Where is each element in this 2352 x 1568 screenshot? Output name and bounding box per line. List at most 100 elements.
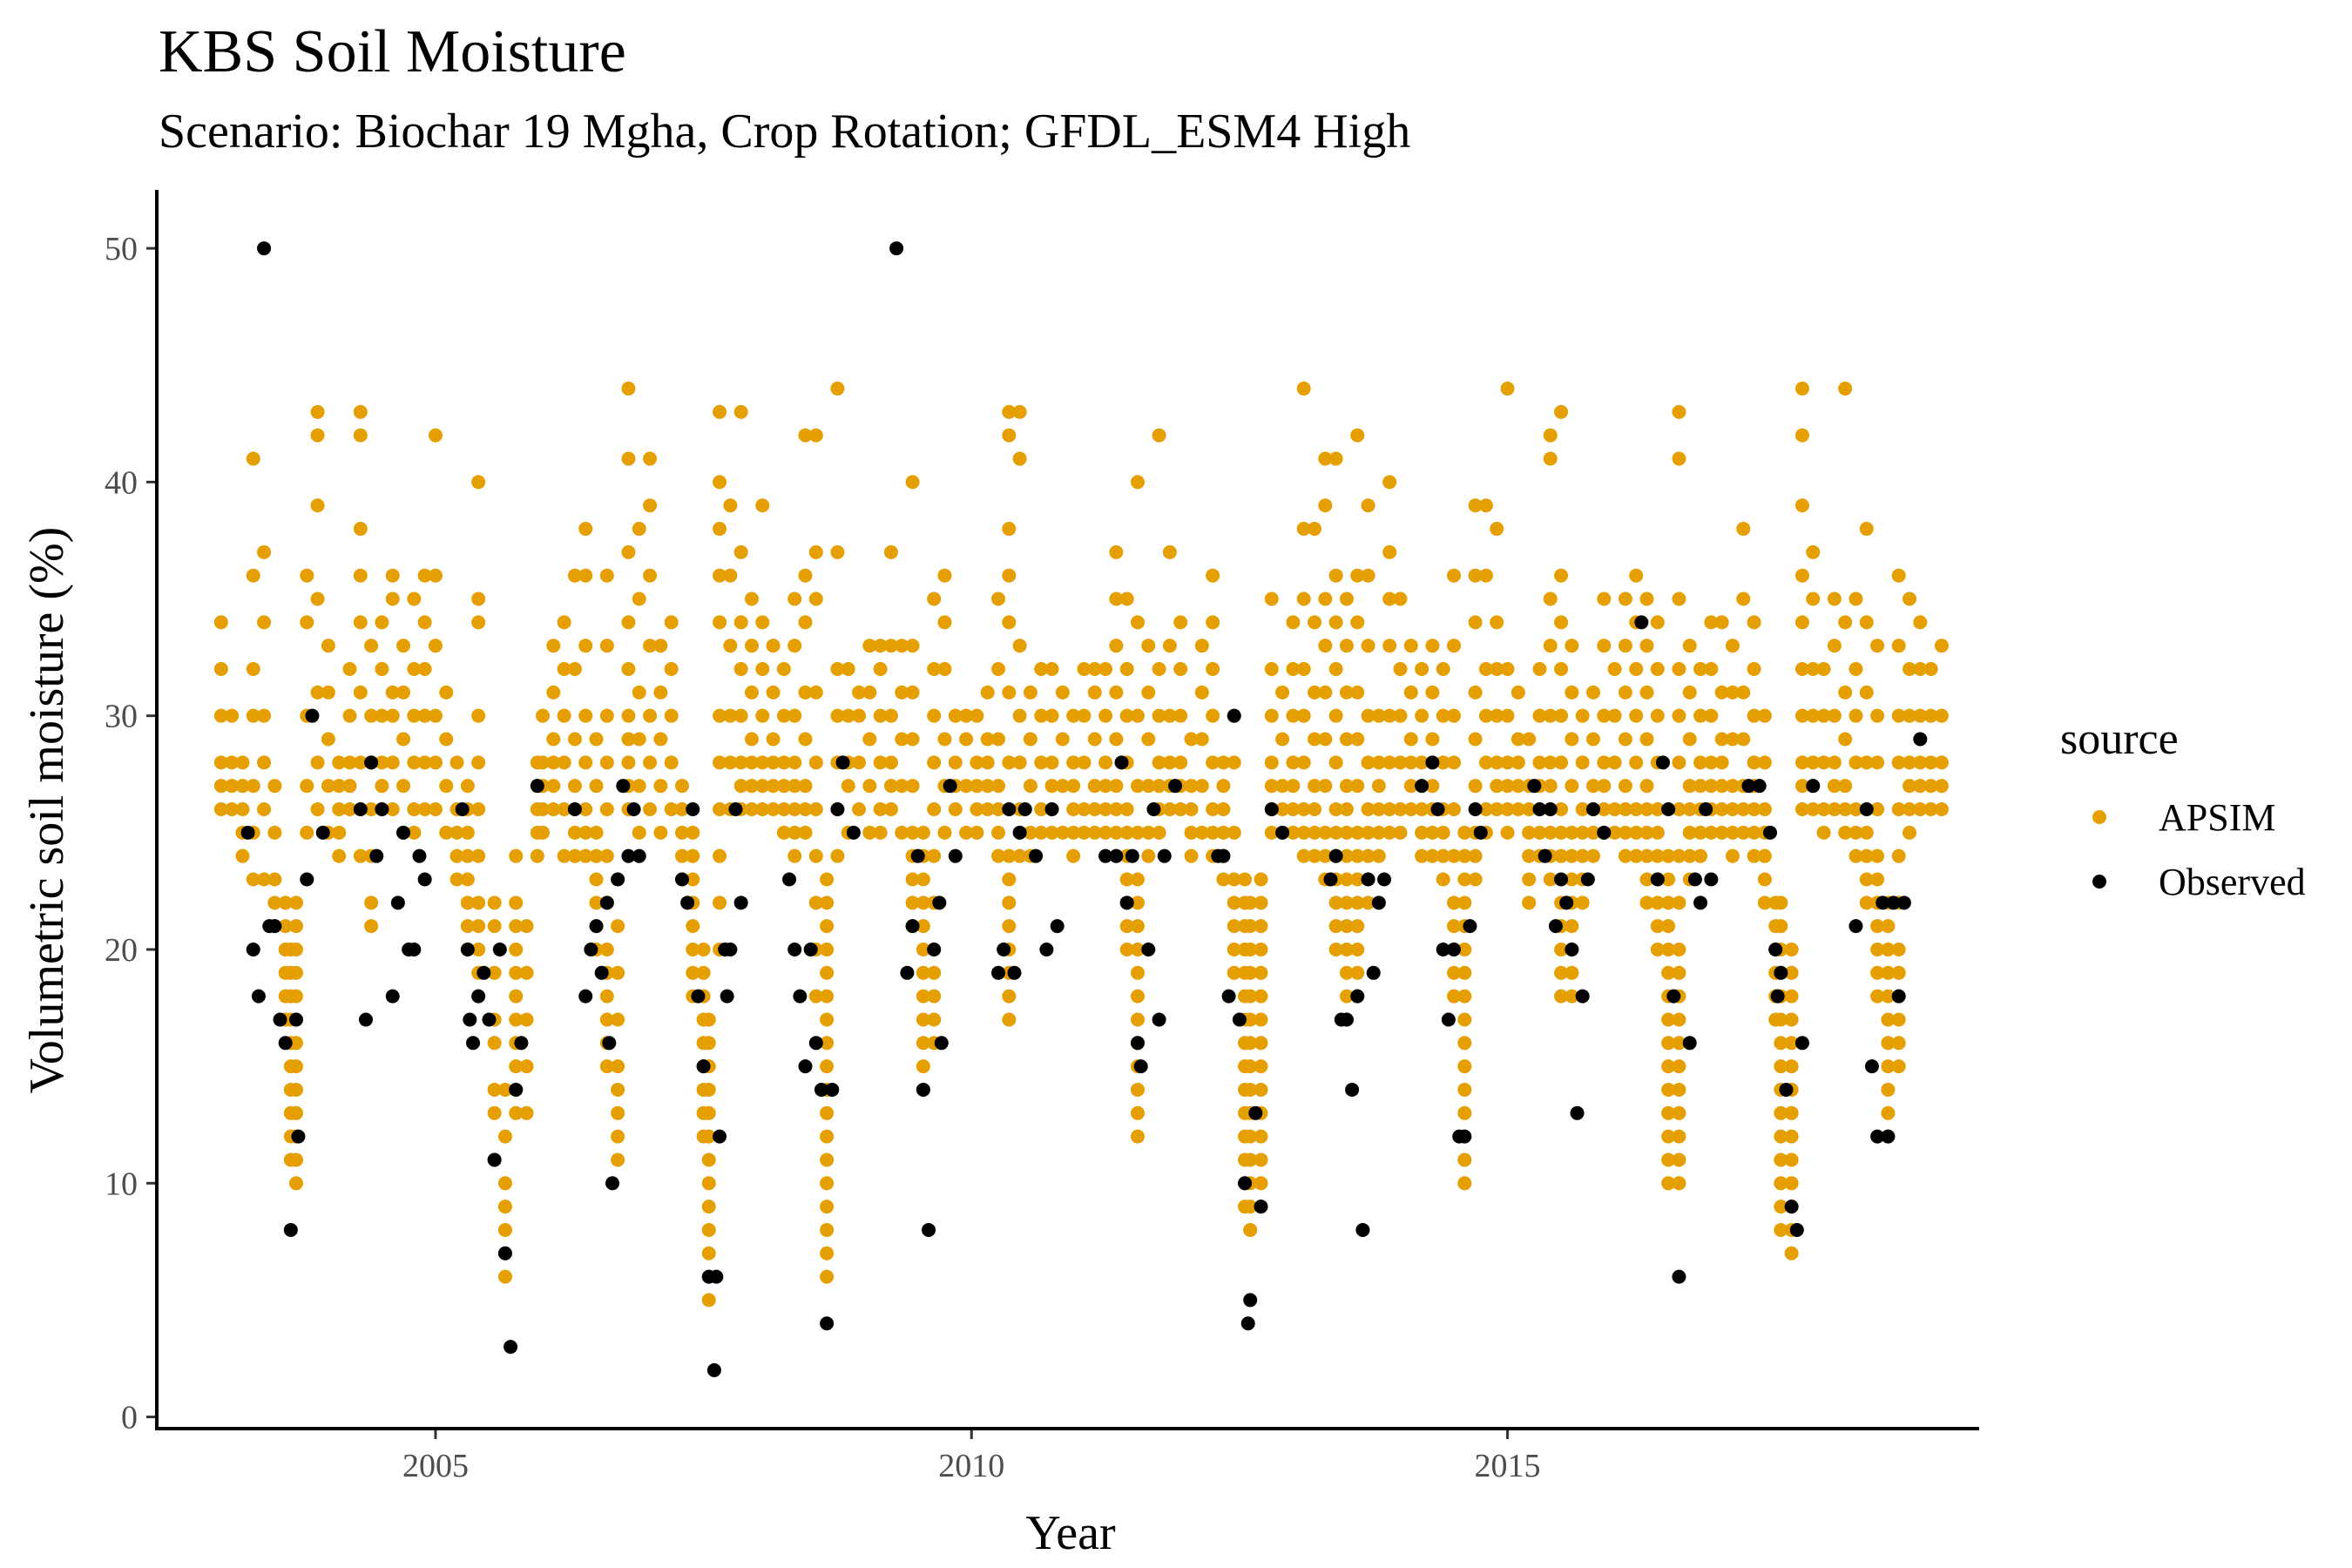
- apsim-point: [755, 708, 770, 723]
- apsim-point: [1457, 872, 1472, 887]
- apsim-point: [1415, 708, 1429, 723]
- apsim-point: [1216, 825, 1231, 840]
- apsim-point: [1350, 732, 1365, 747]
- apsim-point: [1339, 848, 1354, 863]
- apsim-point: [1361, 848, 1375, 863]
- apsim-point: [808, 896, 823, 910]
- apsim-point: [536, 802, 551, 816]
- apsim-point: [1859, 848, 1874, 863]
- apsim-point: [375, 779, 389, 794]
- apsim-point: [1254, 989, 1268, 1004]
- apsim-point: [1371, 848, 1386, 863]
- apsim-point: [1194, 732, 1209, 747]
- apsim-point: [820, 1222, 835, 1237]
- apsim-point: [1468, 568, 1483, 583]
- apsim-point: [1162, 639, 1177, 653]
- apsim-point: [1794, 615, 1809, 630]
- apsim-point: [632, 732, 646, 747]
- apsim-point: [1318, 732, 1333, 747]
- apsim-point: [820, 872, 835, 887]
- apsim-point: [916, 989, 930, 1004]
- observed-point: [948, 848, 963, 863]
- legend-title: source: [2060, 714, 2179, 764]
- apsim-point: [927, 848, 942, 863]
- apsim-point: [1575, 896, 1590, 910]
- apsim-point: [1618, 825, 1632, 840]
- apsim-point: [755, 755, 770, 770]
- apsim-point: [471, 475, 486, 490]
- apsim-point: [246, 779, 260, 794]
- observed-point: [932, 896, 947, 910]
- apsim-point: [1339, 919, 1354, 934]
- apsim-point: [1296, 848, 1311, 863]
- apsim-point: [905, 825, 920, 840]
- apsim-point: [417, 708, 432, 723]
- apsim-point: [895, 825, 909, 840]
- apsim-point: [1672, 708, 1686, 723]
- apsim-point: [643, 451, 658, 466]
- apsim-point: [1794, 428, 1809, 443]
- apsim-point: [1490, 708, 1504, 723]
- apsim-point: [948, 802, 963, 816]
- apsim-point: [1308, 848, 1322, 863]
- apsim-point: [1275, 732, 1290, 747]
- apsim-point: [1714, 685, 1729, 700]
- apsim-point: [1109, 544, 1124, 559]
- observed-point: [611, 872, 625, 887]
- apsim-point: [1913, 802, 1928, 816]
- apsim-point: [1002, 522, 1017, 537]
- apsim-point: [1194, 825, 1209, 840]
- apsim-point: [1806, 755, 1821, 770]
- apsim-point: [1382, 544, 1397, 559]
- apsim-point: [1672, 1176, 1686, 1191]
- apsim-point: [1650, 896, 1665, 910]
- apsim-point: [883, 779, 898, 794]
- apsim-point: [1757, 872, 1772, 887]
- observed-point: [1672, 1269, 1686, 1284]
- observed-point: [514, 1036, 529, 1051]
- apsim-point: [1543, 639, 1558, 653]
- apsim-point: [1286, 708, 1301, 723]
- apsim-point: [599, 848, 614, 863]
- apsim-point: [873, 802, 888, 816]
- apsim-point: [916, 919, 930, 934]
- apsim-point: [407, 802, 422, 816]
- apsim-point: [471, 919, 486, 934]
- apsim-point: [1639, 685, 1654, 700]
- apsim-point: [1661, 942, 1676, 956]
- apsim-point: [1382, 708, 1397, 723]
- apsim-point: [1002, 848, 1017, 863]
- apsim-point: [820, 1269, 835, 1284]
- observed-point: [1859, 802, 1874, 816]
- apsim-point: [1565, 919, 1579, 934]
- apsim-point: [820, 919, 835, 934]
- apsim-point: [1296, 382, 1311, 396]
- apsim-point: [288, 942, 303, 956]
- apsim-point: [1328, 825, 1343, 840]
- apsim-point: [567, 662, 582, 677]
- apsim-point: [852, 685, 867, 700]
- observed-point: [1527, 779, 1542, 794]
- observed-point: [417, 872, 432, 887]
- apsim-point: [1585, 685, 1600, 700]
- apsim-point: [1522, 848, 1537, 863]
- apsim-point: [439, 685, 454, 700]
- apsim-point: [342, 662, 357, 677]
- apsim-point: [1308, 685, 1322, 700]
- apsim-point: [1173, 708, 1188, 723]
- apsim-point: [1457, 1059, 1472, 1074]
- apsim-point: [1339, 685, 1354, 700]
- apsim-point: [766, 779, 781, 794]
- apsim-point: [611, 1012, 625, 1027]
- observed-point: [696, 1059, 711, 1074]
- apsim-point: [1554, 404, 1569, 419]
- apsim-point: [1227, 825, 1241, 840]
- apsim-point: [1554, 989, 1569, 1004]
- apsim-point: [407, 825, 422, 840]
- apsim-point: [766, 639, 781, 653]
- apsim-point: [1554, 942, 1569, 956]
- apsim-point: [1339, 732, 1354, 747]
- apsim-point: [1575, 848, 1590, 863]
- apsim-point: [808, 755, 823, 770]
- apsim-point: [1087, 825, 1102, 840]
